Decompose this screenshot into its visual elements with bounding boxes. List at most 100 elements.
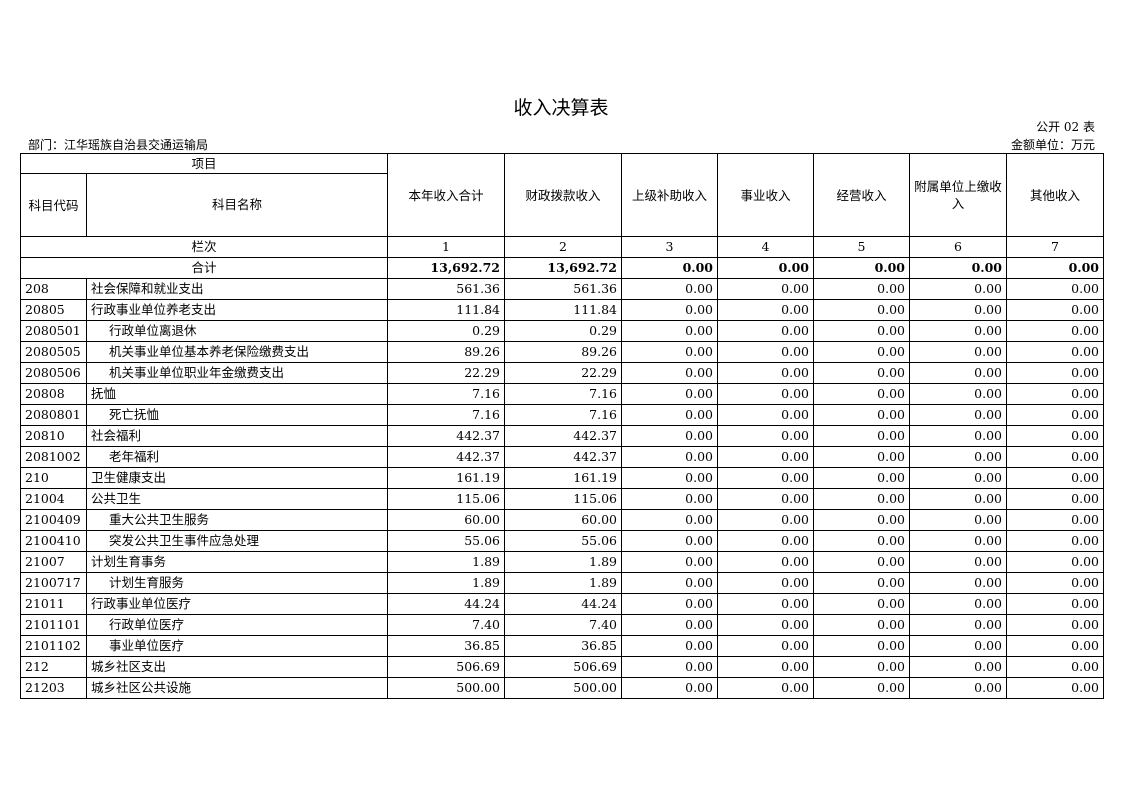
amount-cell: 111.84 — [387, 299, 506, 321]
header-col-2: 财政拨款收入 — [504, 153, 623, 237]
amount-cell: 60.00 — [504, 509, 623, 531]
amount-cell: 22.29 — [504, 362, 623, 384]
subject-code: 2081002 — [20, 446, 87, 468]
subject-name: 行政单位离退休 — [85, 320, 389, 342]
amount-cell: 0.00 — [909, 425, 1008, 447]
amount-cell: 0.00 — [813, 614, 911, 636]
amount-cell: 1.89 — [504, 551, 623, 573]
amount-cell: 0.00 — [621, 278, 719, 300]
form-number: 公开 02 表 — [1036, 120, 1095, 134]
amount-cell: 0.00 — [813, 551, 911, 573]
amount-cell: 0.00 — [621, 656, 719, 678]
column-index: 3 — [621, 236, 719, 258]
total-value: 0.00 — [1006, 257, 1105, 279]
amount-cell: 0.00 — [717, 341, 815, 363]
amount-cell: 0.00 — [909, 488, 1008, 510]
subject-name: 行政事业单位医疗 — [85, 593, 389, 615]
amount-cell: 115.06 — [387, 488, 506, 510]
amount-cell: 0.00 — [621, 635, 719, 657]
table-row: 2080501 行政单位离退休 0.29 0.29 0.00 0.00 0.00 0.00 0.… — [20, 320, 1105, 342]
subject-code: 21007 — [20, 551, 87, 573]
amount-cell: 0.00 — [621, 341, 719, 363]
column-index: 4 — [717, 236, 815, 258]
amount-cell: 0.00 — [621, 320, 719, 342]
table-row: 20810 社会福利 442.37 442.37 0.00 0.00 0.00 0.00 0.0… — [20, 425, 1105, 447]
subject-code: 21004 — [20, 488, 87, 510]
amount-cell: 0.00 — [621, 593, 719, 615]
total-value: 0.00 — [813, 257, 911, 279]
amount-cell: 0.00 — [813, 530, 911, 552]
subject-code: 2080801 — [20, 404, 87, 426]
amount-cell: 0.00 — [813, 425, 911, 447]
amount-cell: 0.00 — [717, 551, 815, 573]
subject-name: 突发公共卫生事件应急处理 — [85, 530, 389, 552]
amount-cell: 0.00 — [621, 467, 719, 489]
subject-name: 行政事业单位养老支出 — [85, 299, 389, 321]
amount-cell: 0.00 — [813, 677, 911, 699]
amount-cell: 0.00 — [909, 677, 1008, 699]
amount-cell: 506.69 — [387, 656, 506, 678]
table-row: 21007 计划生育事务 1.89 1.89 0.00 0.00 0.00 0.00 0.00 — [20, 551, 1105, 573]
header-col-1: 本年收入合计 — [387, 153, 506, 237]
amount-cell: 0.00 — [909, 593, 1008, 615]
amount-cell: 1.89 — [387, 551, 506, 573]
amount-cell: 0.00 — [717, 572, 815, 594]
subject-name: 机关事业单位职业年金缴费支出 — [85, 362, 389, 384]
amount-cell: 22.29 — [387, 362, 506, 384]
amount-cell: 7.16 — [504, 383, 623, 405]
amount-cell: 500.00 — [387, 677, 506, 699]
amount-cell: 0.00 — [621, 404, 719, 426]
amount-cell: 0.00 — [1006, 551, 1105, 573]
amount-cell: 0.00 — [1006, 299, 1105, 321]
amount-cell: 0.00 — [1006, 383, 1105, 405]
amount-cell: 0.00 — [909, 656, 1008, 678]
amount-cell: 0.00 — [621, 446, 719, 468]
amount-cell: 0.00 — [621, 614, 719, 636]
amount-cell: 0.00 — [717, 467, 815, 489]
amount-cell: 0.00 — [1006, 488, 1105, 510]
subject-code: 2100409 — [20, 509, 87, 531]
amount-cell: 0.00 — [1006, 278, 1105, 300]
header-col-4: 事业收入 — [717, 153, 815, 237]
amount-cell: 44.24 — [387, 593, 506, 615]
amount-cell: 0.00 — [717, 278, 815, 300]
subject-code: 2080501 — [20, 320, 87, 342]
amount-cell: 0.00 — [1006, 572, 1105, 594]
table-row: 21004 公共卫生 115.06 115.06 0.00 0.00 0.00 0.00 0.0… — [20, 488, 1105, 510]
amount-cell: 0.00 — [909, 383, 1008, 405]
table-row: 210 卫生健康支出 161.19 161.19 0.00 0.00 0.00 0.00 0.0… — [20, 467, 1105, 489]
amount-cell: 0.00 — [909, 614, 1008, 636]
subject-code: 2080506 — [20, 362, 87, 384]
unit-label: 金额单位：万元 — [1010, 138, 1095, 152]
header-code: 科目代码 — [20, 173, 87, 237]
subject-name: 重大公共卫生服务 — [85, 509, 389, 531]
table-row: 208 社会保障和就业支出 561.36 561.36 0.00 0.00 0.00 0.00… — [20, 278, 1105, 300]
table-row: 2080506 机关事业单位职业年金缴费支出 22.29 22.29 0.00 0.00 0… — [20, 362, 1105, 384]
amount-cell: 0.00 — [1006, 656, 1105, 678]
subject-code: 2080505 — [20, 341, 87, 363]
amount-cell: 0.00 — [717, 593, 815, 615]
subject-name: 老年福利 — [85, 446, 389, 468]
column-index: 2 — [504, 236, 623, 258]
table-row: 20805 行政事业单位养老支出 111.84 111.84 0.00 0.00 0.00 0… — [20, 299, 1105, 321]
amount-cell: 0.00 — [717, 530, 815, 552]
amount-cell: 0.00 — [1006, 677, 1105, 699]
amount-cell: 0.00 — [1006, 614, 1105, 636]
table-row: 2100409 重大公共卫生服务 60.00 60.00 0.00 0.00 0.00 0.0… — [20, 509, 1105, 531]
amount-cell: 89.26 — [387, 341, 506, 363]
amount-cell: 115.06 — [504, 488, 623, 510]
amount-cell: 0.00 — [909, 278, 1008, 300]
amount-cell: 0.00 — [1006, 467, 1105, 489]
amount-cell: 0.00 — [813, 488, 911, 510]
table-row: 212 城乡社区支出 506.69 506.69 0.00 0.00 0.00 0.00 0.0… — [20, 656, 1105, 678]
amount-cell: 0.00 — [813, 509, 911, 531]
column-index: 1 — [387, 236, 506, 258]
amount-cell: 7.16 — [504, 404, 623, 426]
subject-code: 2100717 — [20, 572, 87, 594]
subject-code: 2101101 — [20, 614, 87, 636]
amount-cell: 36.85 — [504, 635, 623, 657]
amount-cell: 0.00 — [1006, 362, 1105, 384]
subject-name: 城乡社区支出 — [85, 656, 389, 678]
amount-cell: 0.00 — [909, 362, 1008, 384]
amount-cell: 0.00 — [717, 635, 815, 657]
